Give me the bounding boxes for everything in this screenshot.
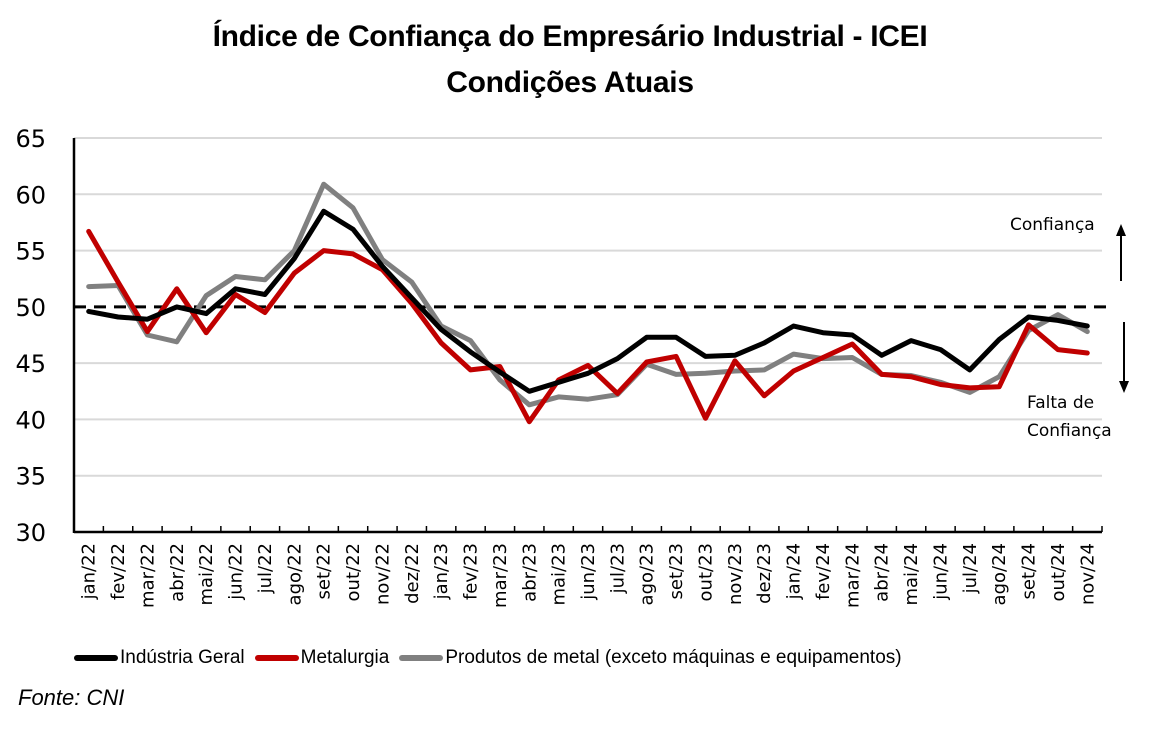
x-tick-label: mai/22 — [196, 543, 217, 606]
chart-title: Índice de Confiança do Empresário Indust… — [212, 20, 928, 53]
x-tick-label: mai/23 — [549, 543, 570, 606]
x-tick-label: nov/24 — [1077, 543, 1098, 605]
x-tick-label: dez/22 — [402, 543, 423, 604]
x-tick-label: out/24 — [1048, 543, 1069, 601]
legend-swatch-produtos-de-metal — [399, 655, 444, 661]
x-tick-label: abr/24 — [872, 543, 893, 602]
x-tick-label: nov/23 — [725, 543, 746, 605]
arrow-down-head-icon — [1119, 381, 1129, 393]
x-tick-label: out/22 — [343, 543, 364, 601]
annotation-confianca: Confiança — [1010, 215, 1095, 235]
y-tick-label: 55 — [15, 238, 46, 266]
x-tick-label: ago/23 — [637, 543, 658, 605]
x-tick-label: set/23 — [666, 543, 687, 599]
x-tick-label: set/24 — [1019, 543, 1040, 599]
annotation-falta-de: Falta de — [1027, 393, 1094, 413]
x-tick-label: jan/22 — [79, 543, 100, 600]
y-tick-label: 30 — [15, 519, 46, 547]
x-tick-label: jun/23 — [578, 543, 599, 601]
x-tick-label: nov/22 — [372, 543, 393, 605]
x-tick-label: jul/24 — [960, 543, 981, 594]
x-tick-label: abr/22 — [167, 543, 188, 602]
y-axis-ticks: 30 35 40 45 50 55 60 65 — [15, 125, 46, 547]
series-lines — [86, 181, 1090, 425]
x-tick-label: out/23 — [695, 543, 716, 601]
legend-label: Indústria Geral — [120, 647, 245, 668]
x-tick-label: jun/24 — [930, 543, 951, 601]
x-axis: jan/22 fev/22 mar/22 abr/22 mai/22 jun/22 jul/… — [72, 138, 1103, 608]
x-tick-label: dez/23 — [754, 543, 775, 604]
legend-label: Metalurgia — [300, 647, 390, 668]
legend-swatch-metalurgia — [254, 655, 299, 661]
y-tick-label: 45 — [15, 350, 46, 378]
x-tick-label: fev/23 — [461, 543, 482, 600]
x-tick-label: mai/24 — [901, 543, 922, 606]
x-tick-label: ago/22 — [284, 543, 305, 605]
arrow-up-head-icon — [1116, 224, 1126, 236]
legend-item-metalurgia[interactable]: Metalurgia — [254, 647, 390, 669]
x-tick-label: jul/23 — [607, 543, 628, 594]
x-tick-label: abr/23 — [519, 543, 540, 602]
y-tick-label: 40 — [15, 406, 46, 434]
y-tick-label: 60 — [15, 181, 46, 209]
legend-label: Produtos de metal (exceto máquinas e equ… — [445, 647, 902, 668]
x-tick-label: jan/24 — [784, 543, 805, 600]
series-line-industria-geral — [86, 208, 1090, 394]
x-tick-label: mar/22 — [137, 543, 158, 608]
x-tick-label: fev/24 — [813, 543, 834, 600]
series-industria-geral — [86, 208, 1090, 394]
x-tick-label: ago/24 — [989, 543, 1010, 605]
x-tick-label: mar/24 — [842, 543, 863, 608]
source-note: Fonte: CNI — [18, 685, 125, 710]
series-line-metalurgia — [86, 228, 1090, 425]
legend-swatch-industria-geral — [74, 655, 118, 661]
x-tick-label: fev/22 — [108, 543, 129, 600]
x-tick-label: mar/23 — [490, 543, 511, 608]
annotation-confianca-below: Confiança — [1027, 421, 1112, 441]
legend: Indústria Geral Metalurgia Produtos de m… — [74, 647, 912, 669]
y-tick-label: 50 — [15, 294, 46, 322]
x-tick-label: jul/22 — [255, 543, 276, 594]
chart-subtitle: Condições Atuais — [446, 66, 694, 99]
x-tick-label: jan/23 — [431, 543, 452, 600]
y-tick-label: 65 — [15, 125, 46, 153]
x-tick-label: set/22 — [314, 543, 335, 599]
legend-item-produtos-de-metal[interactable]: Produtos de metal (exceto máquinas e equ… — [399, 647, 902, 669]
annotations: Confiança Falta de Confiança — [1010, 215, 1129, 441]
legend-item-industria-geral[interactable]: Indústria Geral — [74, 647, 245, 669]
x-tick-label: jun/22 — [226, 543, 247, 601]
series-metalurgia — [86, 228, 1090, 425]
y-tick-label: 35 — [15, 463, 46, 491]
